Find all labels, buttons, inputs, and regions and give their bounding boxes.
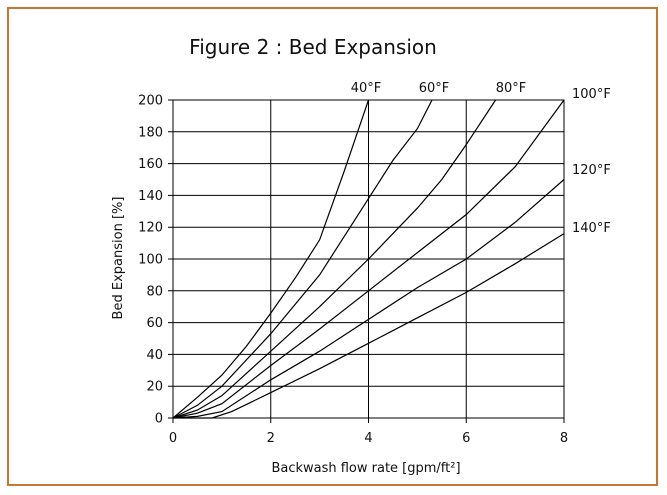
y-tick-label: 0	[155, 412, 163, 427]
y-tick-label: 160	[138, 157, 163, 172]
series-label-5: 140°F	[572, 221, 611, 236]
axis-ticks: 0 20 40 60 80 100 120 140 160 180 200 0 2 4 6 8	[138, 94, 568, 447]
series-lines	[172, 99, 565, 419]
series-line-4	[172, 179, 565, 419]
y-axis-label: Bed Expansion [%]	[111, 197, 126, 320]
series-label-4: 120°F	[572, 163, 611, 178]
y-tick-label: 200	[138, 94, 163, 109]
series-labels: 40°F 60°F 80°F 100°F 120°F 140°F	[351, 81, 611, 236]
y-tick-label: 80	[146, 284, 163, 299]
y-tick-label: 180	[138, 125, 163, 140]
series-line-0	[172, 99, 370, 419]
y-tick-label: 60	[146, 316, 163, 331]
y-tick-label: 20	[146, 380, 163, 395]
x-axis-label: Backwash flow rate [gpm/ft²]	[271, 461, 460, 476]
y-tick-label: 100	[138, 253, 163, 268]
series-line-3	[172, 99, 565, 419]
series-line-5	[173, 233, 565, 419]
series-label-0: 40°F	[351, 81, 382, 96]
series-label-1: 60°F	[419, 81, 450, 96]
figure-frame	[7, 7, 658, 486]
chart-title: Figure 2 : Bed Expansion	[189, 35, 437, 59]
series-line-1	[172, 99, 433, 419]
x-tick-label: 0	[169, 431, 177, 446]
x-tick-label: 2	[267, 431, 275, 446]
y-tick-label: 120	[138, 221, 163, 236]
series-label-2: 80°F	[496, 81, 527, 96]
x-tick-label: 4	[364, 431, 372, 446]
y-tick-label: 140	[138, 189, 163, 204]
x-tick-label: 8	[560, 431, 568, 446]
grid	[168, 99, 565, 423]
series-line-2	[172, 99, 497, 419]
y-tick-label: 40	[146, 348, 163, 363]
x-tick-label: 6	[462, 431, 470, 446]
series-label-3: 100°F	[572, 87, 611, 102]
